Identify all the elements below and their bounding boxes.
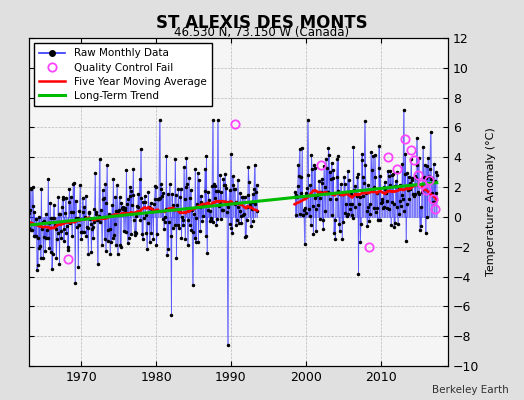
- Text: Berkeley Earth: Berkeley Earth: [432, 385, 508, 395]
- Legend: Raw Monthly Data, Quality Control Fail, Five Year Moving Average, Long-Term Tren: Raw Monthly Data, Quality Control Fail, …: [34, 43, 212, 106]
- Text: 46.530 N, 73.150 W (Canada): 46.530 N, 73.150 W (Canada): [174, 26, 350, 39]
- Y-axis label: Temperature Anomaly (°C): Temperature Anomaly (°C): [486, 128, 496, 276]
- Text: ST ALEXIS DES MONTS: ST ALEXIS DES MONTS: [156, 14, 368, 32]
